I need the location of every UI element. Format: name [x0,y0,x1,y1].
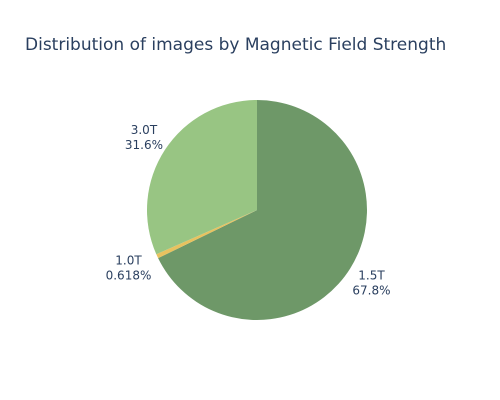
pie-label-category: 1.5T [358,269,385,283]
pie-label-percent: 0.618% [106,269,152,283]
chart-title: Distribution of images by Magnetic Field… [25,35,446,55]
pie-slices [147,100,367,320]
pie-label-percent: 67.8% [352,284,390,298]
pie-label-category: 3.0T [131,123,158,137]
pie-label-percent: 31.6% [125,138,163,152]
pie-label-category: 1.0T [115,254,142,268]
